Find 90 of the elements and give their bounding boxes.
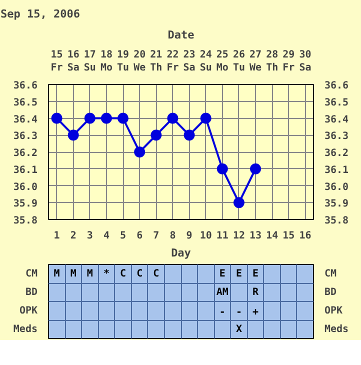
x-tick-label: 8 [170,230,176,242]
y-tick-label: Meds [13,324,38,335]
point [68,130,79,141]
chart-title: Sep 15, 2006 [0,8,80,20]
x2-tick-label: 15 Fr [50,49,63,74]
point [150,130,162,141]
point [118,112,129,124]
y-tick-label: 36.6 [13,80,38,92]
x-tick-label: 7 [153,230,160,242]
y2-tick-label: 36.3 [324,131,349,142]
point [233,197,244,208]
x-tick-label: 11 [216,230,228,242]
x-tick-label: 5 [120,230,126,242]
x-tick-label: 13 [250,230,262,242]
y-tick-label: 36.2 [13,148,38,159]
x2-tick-label: 23 Sa [183,49,196,74]
x2-tick-label: 16 Sa [67,49,80,74]
text: M [86,268,93,280]
text: M [54,268,60,280]
point [167,112,178,124]
x2-tick-label: 22 Fr [166,49,179,74]
y2-tick-label: BD [324,286,337,298]
x-tick-label: 9 [186,230,192,242]
x-tick-label: 3 [86,230,93,242]
x2-tick-label: 29 Fr [282,49,295,74]
point [184,130,195,141]
x-tick-label: 2 [70,230,76,242]
y2-tick-label: 36.1 [324,164,349,176]
point [51,112,62,124]
y-tick-label: OPK [19,305,38,316]
text: * [103,268,110,280]
x2-tick-label: 27 We [250,49,262,74]
x-tick-label: 6 [136,230,143,242]
y-tick-label: 36.3 [13,131,38,142]
y2-tick-label: 36.5 [324,97,349,108]
x2-tick-label: 20 We [134,49,146,74]
y-tick-label: BD [25,286,38,298]
x-tick-label: 1 [54,230,60,242]
x-tick-label: 4 [103,230,110,242]
point [100,112,112,124]
y2-tick-label: 36.0 [324,182,349,193]
y-tick-label: 36.5 [13,97,38,108]
point [250,163,262,174]
point [134,146,146,158]
x-tick-label: 12 [232,230,245,242]
point [84,112,96,124]
x2-tick-label: 25 Mo [216,49,228,74]
text: C [120,268,126,280]
x2-tick-label: 28 Th [266,49,278,74]
text: - [236,306,242,318]
x2-tick-label: 24 Su [200,49,212,74]
x-tick-label: 10 [200,230,212,242]
point [216,163,228,174]
text: X [236,324,242,335]
y2-tick-label: 36.2 [324,148,349,159]
y2-tick-label: 36.6 [324,80,349,92]
y2-tick-label: 35.9 [324,198,349,210]
text: + [252,306,259,318]
y2-tick-label: 36.4 [324,114,349,126]
x-tick-label: 14 [266,230,278,242]
x2-tick-label: 26 Tu [232,49,245,74]
y2-tick-label: CM [324,268,337,280]
text: - [219,306,226,318]
y2-tick-label: Meds [324,324,349,335]
point [200,112,212,124]
text: C [153,268,160,280]
x2-tick-label: 21 Th [150,49,162,74]
y-tick-label: 35.9 [13,198,38,210]
y-tick-label: CM [25,268,38,280]
text: C [136,268,143,280]
x-tick-label: 15 [282,230,295,242]
x2-tick-label: 17 Su [84,49,96,74]
x-axis-title: Day [171,246,192,260]
y2-tick-label: OPK [324,305,343,316]
text: E [236,268,242,280]
text: E [252,268,259,280]
text: E [219,268,226,280]
x2-tick-label: 19 Tu [117,49,130,74]
x-tick-label: 16 [299,230,312,242]
x2-axis-title: Date [168,28,195,42]
y-tick-label: 35.8 [13,216,38,226]
text: AM [216,286,228,298]
y-tick-label: 36.4 [13,114,38,126]
text: R [252,286,259,298]
x2-tick-label: 18 Mo [100,49,112,74]
text: M [70,268,76,280]
y-tick-label: 36.1 [13,164,38,176]
y-tick-label: 36.0 [13,182,38,193]
x2-tick-label: 30 Sa [299,49,312,74]
y2-tick-label: 35.8 [324,216,349,226]
